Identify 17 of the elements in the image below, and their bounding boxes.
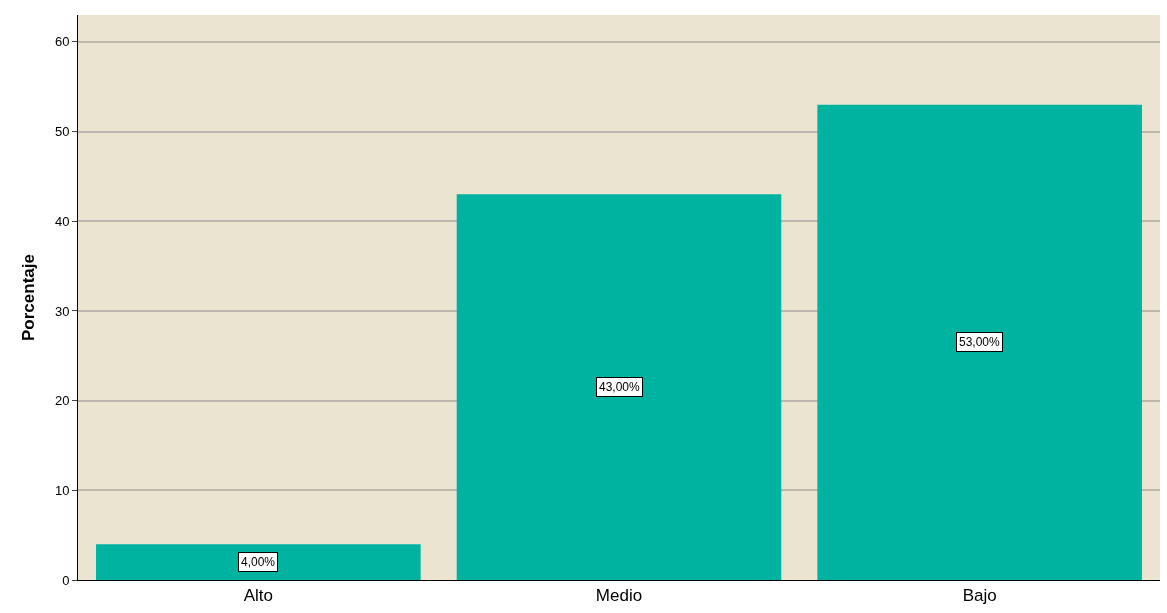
y-tick-label: 50 — [54, 124, 70, 140]
y-tick-label: 40 — [54, 213, 70, 229]
data-label: 43,00% — [599, 380, 641, 394]
y-axis-title: Porcentaje — [19, 254, 39, 341]
y-tick-label: 0 — [62, 572, 70, 588]
bar — [96, 544, 421, 580]
bar — [456, 194, 782, 580]
x-tick-label: Medio — [595, 586, 643, 606]
y-tick-label: 10 — [54, 482, 70, 498]
y-tick-label: 60 — [54, 34, 70, 50]
y-tick-label: 30 — [54, 303, 70, 319]
data-label: 53,00% — [959, 335, 1001, 349]
data-label: 4,00% — [241, 555, 276, 569]
x-tick-label: Alto — [243, 586, 273, 606]
y-tick-label: 20 — [54, 393, 70, 409]
bar — [817, 104, 1142, 580]
x-tick-label: Bajo — [962, 586, 997, 606]
